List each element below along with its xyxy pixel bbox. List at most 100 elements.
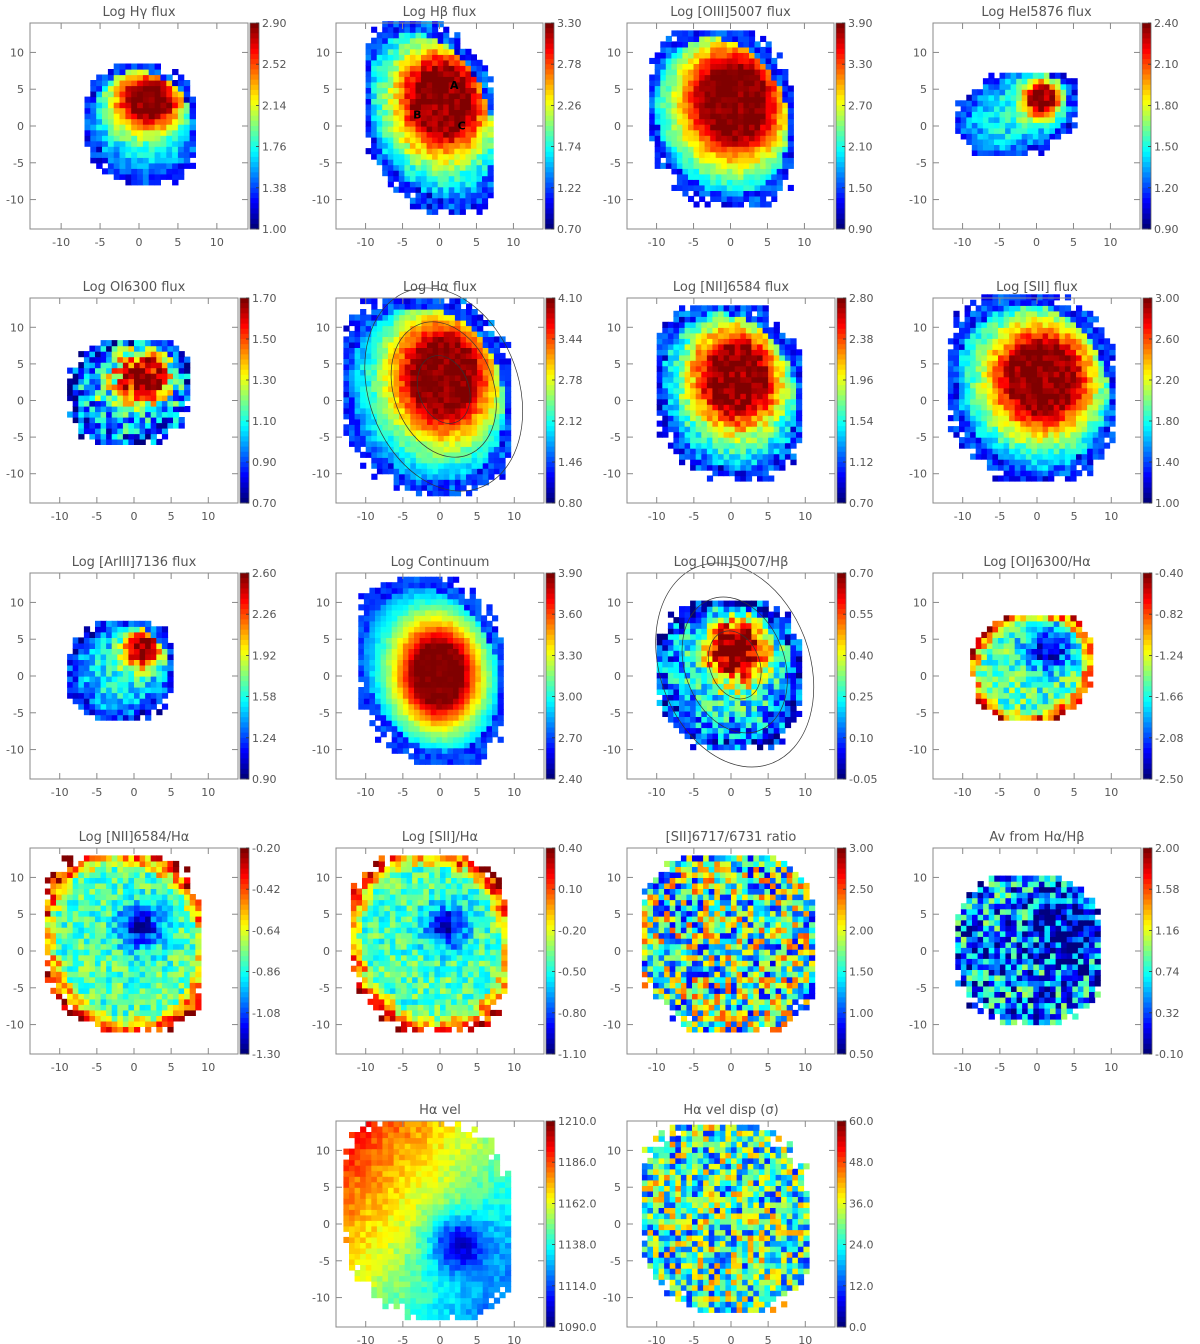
- map-pixel: [449, 132, 455, 138]
- map-pixel: [712, 399, 718, 405]
- map-pixel: [388, 165, 394, 171]
- map-pixel: [438, 137, 444, 143]
- map-pixel: [992, 476, 998, 482]
- map-pixel: [727, 41, 733, 47]
- map-pixel: [131, 124, 137, 130]
- map-pixel: [449, 198, 455, 204]
- map-pixel: [454, 109, 460, 115]
- map-pixel: [688, 157, 694, 163]
- map-pixel: [1000, 150, 1006, 156]
- map-pixel: [137, 168, 143, 174]
- map-pixel: [1070, 476, 1076, 482]
- map-pixel: [377, 413, 383, 419]
- map-pixel: [444, 326, 450, 332]
- map-pixel: [145, 417, 151, 423]
- map-pixel: [96, 135, 102, 141]
- map-pixel: [1087, 443, 1093, 449]
- map-pixel: [404, 32, 410, 38]
- map-pixel: [449, 408, 455, 414]
- map-pixel: [377, 424, 383, 430]
- map-pixel: [393, 187, 399, 193]
- map-pixel: [438, 21, 444, 27]
- map-pixel: [471, 60, 477, 66]
- map-pixel: [1076, 410, 1082, 416]
- map-pixel: [438, 490, 444, 496]
- map-pixel: [102, 146, 108, 152]
- map-pixel: [712, 448, 718, 454]
- map-pixel: [416, 32, 422, 38]
- map-pixel: [90, 102, 96, 108]
- map-pixel: [145, 395, 151, 401]
- map-pixel: [1065, 426, 1071, 432]
- map-pixel: [371, 441, 377, 447]
- colorbar-segment: [836, 162, 845, 168]
- map-pixel: [455, 468, 461, 474]
- map-pixel: [421, 43, 427, 49]
- map-pixel: [1015, 421, 1021, 427]
- map-pixel: [696, 388, 702, 394]
- map-pixel: [694, 113, 700, 119]
- panel-7: -10-10-5-500551010Log [NII]6584 flux2.80…: [603, 280, 873, 523]
- map-pixel: [1066, 100, 1072, 106]
- colorbar-segment: [545, 23, 554, 29]
- y-tick-label: -10: [909, 194, 927, 207]
- map-pixel: [994, 95, 1000, 101]
- map-pixel: [751, 426, 757, 432]
- map-pixel: [710, 174, 716, 180]
- map-pixel: [343, 358, 349, 364]
- map-pixel: [763, 311, 769, 317]
- map-pixel: [788, 124, 794, 130]
- map-pixel: [433, 408, 439, 414]
- map-pixel: [166, 75, 172, 81]
- map-pixel: [987, 432, 993, 438]
- y-tick-label: 5: [614, 358, 621, 371]
- map-pixel: [421, 87, 427, 93]
- map-pixel: [184, 97, 190, 103]
- map-pixel: [438, 435, 444, 441]
- map-pixel: [184, 108, 190, 114]
- map-pixel: [427, 43, 433, 49]
- colorbar-segment: [546, 370, 555, 376]
- colorbar-segment: [250, 193, 259, 199]
- map-pixel: [738, 64, 744, 70]
- map-pixel: [1049, 73, 1055, 79]
- colorbar-segment: [1142, 147, 1151, 153]
- map-pixel: [394, 419, 400, 425]
- map-pixel: [1065, 415, 1071, 421]
- map-pixel: [482, 126, 488, 132]
- map-pixel: [410, 336, 416, 342]
- map-pixel: [155, 141, 161, 147]
- map-pixel: [724, 355, 730, 361]
- map-pixel: [712, 322, 718, 328]
- map-pixel: [143, 130, 149, 136]
- map-pixel: [763, 465, 769, 471]
- map-pixel: [666, 86, 672, 92]
- colorbar-segment: [545, 95, 554, 101]
- map-pixel: [655, 64, 661, 70]
- map-pixel: [749, 135, 755, 141]
- map-pixel: [73, 373, 79, 379]
- map-pixel: [472, 353, 478, 359]
- map-pixel: [477, 463, 483, 469]
- map-pixel: [779, 421, 785, 427]
- map-pixel: [1093, 415, 1099, 421]
- y-tick-label: -10: [603, 194, 621, 207]
- map-pixel: [668, 371, 674, 377]
- map-pixel: [966, 122, 972, 128]
- map-pixel: [460, 65, 466, 71]
- map-pixel: [89, 362, 95, 368]
- map-pixel: [455, 342, 461, 348]
- map-pixel: [371, 49, 377, 55]
- map-pixel: [755, 157, 761, 163]
- map-pixel: [727, 152, 733, 158]
- map-pixel: [454, 159, 460, 165]
- map-pixel: [1000, 106, 1006, 112]
- map-pixel: [455, 402, 461, 408]
- map-pixel: [95, 373, 101, 379]
- map-pixel: [432, 71, 438, 77]
- map-pixel: [128, 433, 134, 439]
- map-pixel: [688, 86, 694, 92]
- map-pixel: [134, 351, 140, 357]
- map-pixel: [438, 358, 444, 364]
- map-pixel: [140, 379, 146, 385]
